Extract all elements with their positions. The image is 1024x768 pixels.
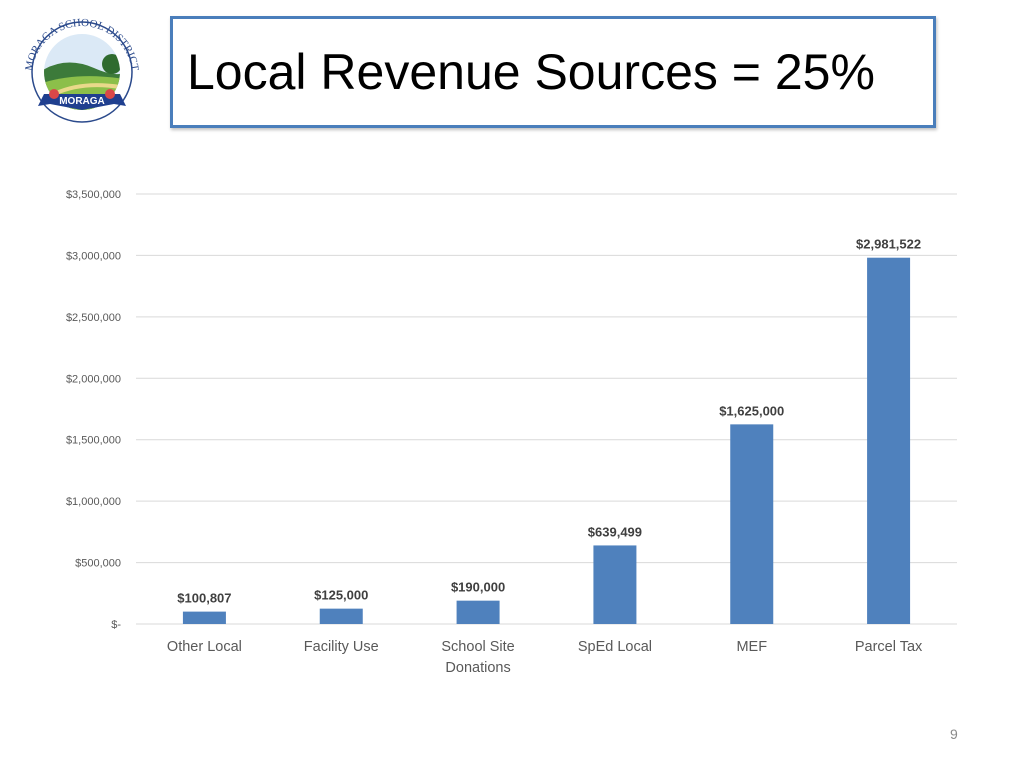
page-number: 9 xyxy=(950,726,958,742)
x-tick-label-line: Donations xyxy=(445,660,510,676)
x-tick-label-line: Parcel Tax xyxy=(855,639,923,655)
title-box: Local Revenue Sources = 25% xyxy=(170,16,936,128)
data-label: $2,981,522 xyxy=(856,237,921,252)
data-label: $639,499 xyxy=(588,524,642,539)
x-tick-label-line: SpEd Local xyxy=(578,639,652,655)
x-tick-label: SpEd Local xyxy=(578,639,652,655)
bar xyxy=(730,424,774,624)
y-tick-label: $1,500,000 xyxy=(66,435,121,447)
data-label: $190,000 xyxy=(451,580,505,595)
bar xyxy=(182,611,226,624)
logo-banner-text: MORAGA xyxy=(59,96,105,107)
bar xyxy=(593,545,637,624)
bars xyxy=(182,257,911,624)
x-tick-label-line: School Site xyxy=(441,639,514,655)
slide-title: Local Revenue Sources = 25% xyxy=(187,44,875,100)
y-tick-label: $3,000,000 xyxy=(66,250,121,262)
x-tick-label: Parcel Tax xyxy=(855,639,923,655)
x-tick-label-line: Facility Use xyxy=(304,639,379,655)
x-tick-label: Other Local xyxy=(167,639,242,655)
x-tick-label: School Site Donations xyxy=(441,639,514,676)
y-tick-label: $2,000,000 xyxy=(66,373,121,385)
x-tick-label-line: Other Local xyxy=(167,639,242,655)
bar-chart: $- $500,000 $1,000,000 $1,500,000 $2,000,000… xyxy=(66,189,957,676)
y-tick-label: $- xyxy=(111,619,121,631)
y-tick-label: $500,000 xyxy=(75,558,121,570)
x-axis-tick-labels: Other Local Facility Use School Site Donati… xyxy=(167,639,923,676)
data-labels: $100,807 $125,000 $190,000 $639,499 $1,625,0… xyxy=(177,237,921,606)
y-tick-label: $3,500,000 xyxy=(66,189,121,201)
data-label: $125,000 xyxy=(314,588,368,603)
x-tick-label: MEF xyxy=(736,639,767,655)
x-tick-label-line: MEF xyxy=(736,639,767,655)
bar xyxy=(867,257,911,624)
bar xyxy=(319,608,363,624)
gridlines xyxy=(136,193,957,625)
data-label: $100,807 xyxy=(177,591,231,606)
y-tick-label: $2,500,000 xyxy=(66,312,121,324)
x-tick-label: Facility Use xyxy=(304,639,379,655)
y-axis-tick-labels: $- $500,000 $1,000,000 $1,500,000 $2,000,000… xyxy=(66,189,121,631)
y-tick-label: $1,000,000 xyxy=(66,496,121,508)
data-label: $1,625,000 xyxy=(719,403,784,418)
bar xyxy=(456,600,500,624)
district-logo: MORAGA SCHOOL DISTRICT MORAGA xyxy=(23,17,141,123)
